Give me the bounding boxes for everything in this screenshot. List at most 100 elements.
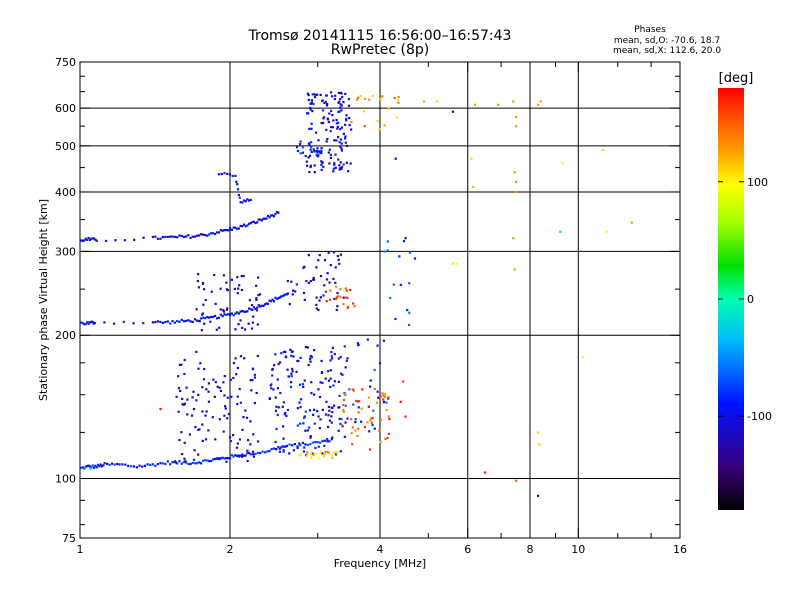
data-point bbox=[536, 494, 540, 497]
data-point bbox=[435, 100, 438, 103]
data-point bbox=[306, 92, 310, 95]
data-point bbox=[349, 288, 352, 292]
data-point bbox=[180, 431, 183, 434]
data-point bbox=[251, 308, 254, 312]
data-point bbox=[223, 394, 226, 397]
data-point bbox=[271, 374, 274, 377]
data-point bbox=[218, 458, 221, 461]
data-point bbox=[515, 180, 518, 184]
data-point bbox=[232, 361, 236, 365]
axis-ticks bbox=[79, 61, 681, 539]
data-point bbox=[187, 319, 190, 322]
data-point bbox=[238, 284, 241, 287]
data-point bbox=[342, 410, 345, 413]
data-point bbox=[197, 367, 200, 370]
data-point bbox=[333, 352, 336, 356]
data-point bbox=[323, 101, 326, 105]
data-point bbox=[310, 456, 313, 459]
data-point bbox=[339, 296, 342, 299]
data-point bbox=[289, 385, 293, 388]
data-point bbox=[306, 112, 309, 115]
data-point bbox=[308, 409, 312, 412]
data-point bbox=[212, 232, 215, 235]
data-point bbox=[332, 170, 335, 173]
data-point bbox=[298, 401, 301, 404]
data-point bbox=[319, 151, 322, 155]
data-point bbox=[304, 443, 307, 446]
data-point bbox=[223, 171, 226, 175]
data-point bbox=[151, 321, 155, 324]
data-point bbox=[133, 238, 136, 241]
data-point bbox=[246, 452, 249, 455]
data-point bbox=[189, 236, 192, 240]
data-point bbox=[229, 440, 232, 443]
data-point bbox=[321, 370, 324, 374]
data-point bbox=[154, 235, 157, 238]
data-point bbox=[255, 391, 258, 395]
data-point bbox=[178, 460, 181, 463]
grid-lines bbox=[80, 62, 680, 538]
chart-subtitle: RwPretec (8p) bbox=[331, 42, 429, 58]
data-point bbox=[105, 239, 108, 243]
data-point bbox=[328, 281, 331, 284]
data-point bbox=[226, 172, 229, 175]
data-point bbox=[319, 451, 322, 454]
data-point bbox=[273, 364, 276, 367]
data-point bbox=[234, 226, 237, 229]
data-point bbox=[326, 102, 329, 106]
data-point bbox=[377, 396, 380, 399]
data-point bbox=[387, 415, 390, 418]
data-point bbox=[202, 288, 206, 291]
data-point bbox=[259, 218, 262, 221]
data-point bbox=[251, 367, 255, 370]
y-tick-label: 300 bbox=[55, 245, 76, 258]
data-point bbox=[302, 291, 306, 295]
data-point bbox=[329, 156, 333, 159]
data-point bbox=[90, 237, 93, 240]
data-point bbox=[193, 235, 197, 238]
data-point bbox=[581, 356, 584, 359]
data-point bbox=[326, 272, 329, 275]
data-point bbox=[246, 439, 250, 442]
data-point bbox=[373, 368, 376, 372]
data-point bbox=[176, 462, 179, 465]
data-point bbox=[399, 283, 402, 286]
data-point bbox=[328, 148, 331, 151]
data-point bbox=[229, 313, 232, 317]
data-point bbox=[308, 143, 311, 146]
data-point bbox=[185, 461, 188, 464]
data-point bbox=[268, 397, 271, 400]
data-point bbox=[304, 410, 307, 413]
data-point bbox=[183, 441, 186, 444]
data-point bbox=[299, 140, 302, 143]
data-point bbox=[312, 102, 315, 106]
data-point bbox=[159, 320, 162, 323]
data-point bbox=[299, 152, 302, 155]
data-point bbox=[285, 293, 288, 296]
data-point bbox=[254, 221, 257, 225]
data-point bbox=[308, 170, 311, 174]
data-point bbox=[229, 227, 232, 230]
data-point bbox=[301, 383, 305, 386]
data-point bbox=[313, 348, 316, 352]
data-point bbox=[342, 296, 345, 299]
data-point bbox=[86, 238, 89, 241]
data-point bbox=[342, 403, 345, 407]
data-point bbox=[312, 453, 315, 456]
data-point bbox=[341, 424, 344, 427]
data-point bbox=[185, 386, 188, 389]
data-point bbox=[538, 443, 541, 446]
data-point bbox=[221, 456, 224, 459]
data-point bbox=[156, 320, 159, 323]
data-point bbox=[378, 128, 381, 131]
data-point bbox=[266, 450, 269, 453]
data-point bbox=[316, 155, 319, 158]
data-point bbox=[338, 262, 341, 265]
data-point bbox=[350, 120, 353, 123]
data-point bbox=[271, 367, 274, 371]
data-point bbox=[317, 259, 320, 262]
data-point bbox=[221, 229, 224, 232]
data-point bbox=[176, 320, 179, 323]
data-point bbox=[318, 299, 321, 302]
data-point bbox=[309, 106, 312, 110]
